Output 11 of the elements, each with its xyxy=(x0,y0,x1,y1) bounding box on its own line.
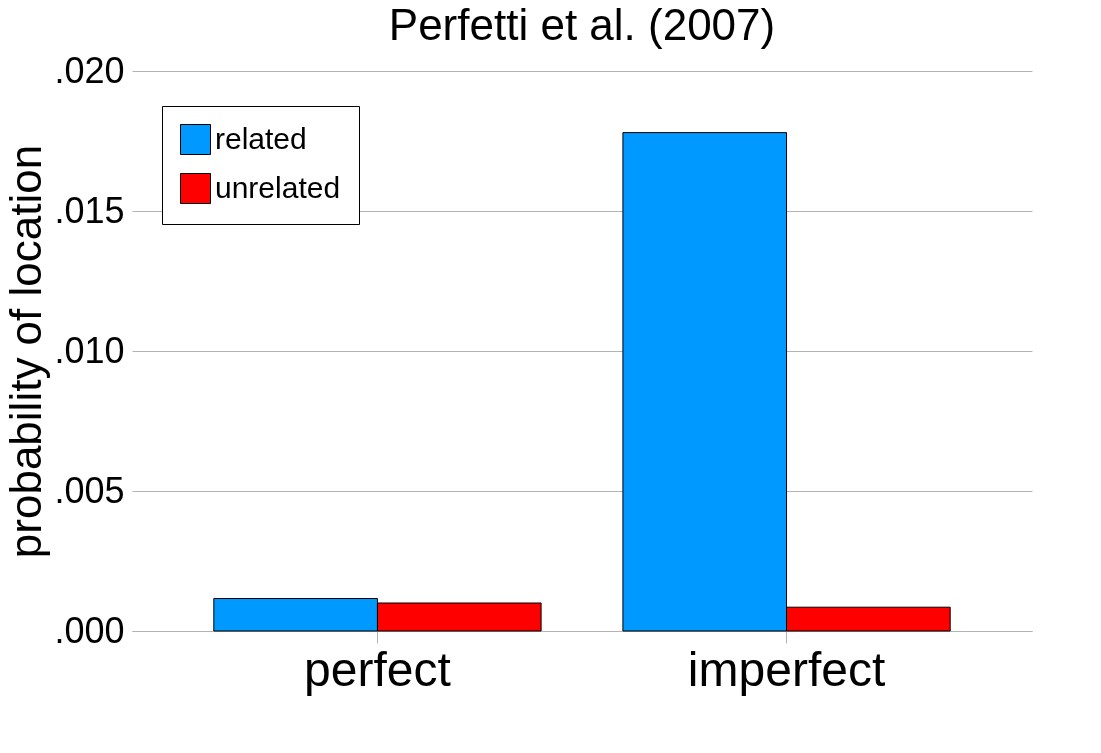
y-tick-label: .000 xyxy=(54,609,125,651)
legend-label: unrelated xyxy=(215,170,341,204)
legend-label: related xyxy=(215,121,307,155)
chart-title: Perfetti et al. (2007) xyxy=(388,0,776,49)
y-tick-label: .020 xyxy=(54,49,125,91)
y-tick-label: .005 xyxy=(54,469,125,511)
x-tick-label: perfect xyxy=(304,642,451,696)
y-tick-label: .010 xyxy=(54,329,125,371)
y-tick-label: .015 xyxy=(54,189,125,231)
y-axis-title: probability of location xyxy=(1,144,51,559)
x-tick-label: imperfect xyxy=(687,642,886,696)
